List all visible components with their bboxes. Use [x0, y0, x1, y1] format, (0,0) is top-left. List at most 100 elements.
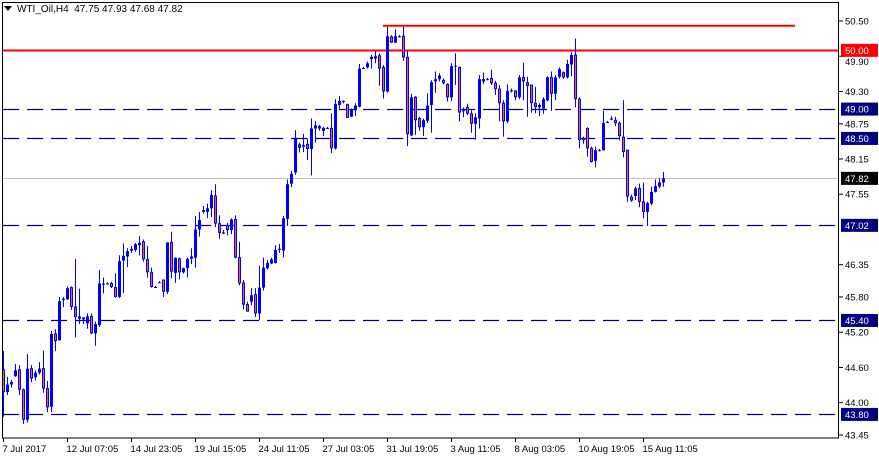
candle-body-bull	[338, 100, 341, 105]
candle-body-bear	[22, 389, 25, 420]
candle	[422, 118, 425, 137]
candle	[22, 388, 25, 424]
price-label-text: 50.00	[845, 46, 869, 57]
candle-body-bull	[82, 317, 85, 320]
candle	[102, 277, 105, 294]
candle	[658, 178, 661, 189]
candle-body-bull	[258, 287, 261, 314]
candle-body-bear	[30, 368, 33, 379]
candle	[594, 146, 597, 168]
candle	[318, 124, 321, 131]
candle	[622, 100, 625, 158]
candle-body-bull	[50, 333, 53, 407]
candle-body-bear	[622, 136, 625, 152]
price-tick-label: 44.00	[845, 398, 869, 409]
candle-body-bull	[430, 82, 433, 105]
candle	[314, 120, 317, 143]
candle	[234, 215, 237, 259]
candle	[122, 243, 125, 293]
price-axis[interactable]: 50.50 49.90 49.30 48.75 48.15 47.55 46.35 45.80…	[839, 17, 869, 442]
candle-body-bull	[602, 123, 605, 151]
candle-body-bear	[178, 258, 181, 273]
candle	[498, 85, 501, 122]
candle	[410, 93, 413, 137]
candle	[606, 120, 609, 124]
price-label-47-82: 47.82	[841, 171, 878, 185]
candle-body-bull	[334, 103, 337, 149]
candle	[346, 103, 349, 118]
candle-body-bull	[422, 120, 425, 128]
price-levels	[3, 24, 838, 416]
candle	[406, 51, 409, 147]
candle-body-bull	[186, 258, 189, 269]
candle	[214, 184, 217, 228]
candle	[202, 205, 205, 214]
candle	[170, 231, 173, 279]
candle-body-bear	[534, 102, 537, 108]
candle	[290, 170, 293, 188]
candle	[246, 301, 249, 312]
candle-body-bull	[78, 316, 81, 319]
price-tick-label: 43.45	[845, 430, 869, 441]
candle-body-bull	[650, 191, 653, 204]
candle-body-bull	[634, 188, 637, 196]
candle-body-bull	[538, 104, 541, 108]
candle-body-bear	[162, 279, 165, 292]
candle	[106, 282, 109, 285]
price-level-labels: 50.00 49.00 48.50 47.02 45.40 43.80 47.82	[841, 43, 878, 421]
price-tick-label: 45.80	[845, 292, 869, 303]
candle	[294, 130, 297, 175]
candle-body-bull	[426, 105, 429, 121]
candle	[610, 116, 613, 121]
candle-body-bear	[70, 287, 73, 307]
candle	[402, 26, 405, 61]
candle	[454, 53, 457, 86]
candle	[574, 38, 577, 108]
candle-body-bull	[158, 282, 161, 284]
candle	[494, 80, 497, 95]
candle-body-bear	[90, 315, 93, 334]
candle	[298, 142, 301, 153]
candle-body-bull	[302, 144, 305, 147]
candle-body-bull	[358, 68, 361, 107]
price-label-box	[841, 313, 878, 327]
candle-body-bull	[210, 194, 213, 209]
candle-body-bear	[442, 79, 445, 84]
candle-body-bear	[254, 294, 257, 314]
price-label-text: 47.02	[845, 221, 869, 232]
candle-body-bull	[342, 100, 345, 102]
candle-body-bear	[470, 113, 473, 124]
candle-body-bear	[42, 368, 45, 389]
candle-body-bear	[298, 144, 301, 148]
candle	[274, 245, 277, 264]
candle	[370, 55, 373, 69]
candle	[582, 136, 585, 144]
candle	[502, 100, 505, 137]
candle	[618, 121, 621, 141]
candle-body-bear	[418, 117, 421, 128]
candle-body-bull	[62, 298, 65, 300]
time-axis[interactable]: 7 Jul 2017 12 Jul 07:05 14 Jul 23:05 19 Jul…	[3, 438, 698, 455]
candle-body-bull	[510, 90, 513, 92]
candle-body-bull	[310, 128, 313, 150]
collapse-triangle-icon[interactable]	[4, 6, 12, 11]
price-label-text: 43.80	[845, 410, 869, 421]
price-label-text: 48.50	[845, 134, 869, 145]
candle-body-bull	[370, 56, 373, 60]
candle-body-bull	[546, 77, 549, 101]
price-label-45-40: 45.40	[841, 313, 878, 327]
price-label-text: 47.82	[845, 174, 869, 185]
price-label-box	[841, 218, 878, 232]
candle	[642, 182, 645, 219]
candle	[350, 108, 353, 118]
candle-body-bull	[506, 90, 509, 122]
candle-body-bear	[502, 102, 505, 122]
candle-body-bear	[630, 196, 633, 201]
candle	[466, 103, 469, 115]
candle	[382, 65, 385, 99]
chart-header: WTI_Oil,H4 47.75 47.93 47.68 47.82	[4, 4, 183, 15]
candle-body-bear	[466, 106, 469, 114]
candle-body-bull	[570, 55, 573, 65]
candle	[190, 248, 193, 265]
